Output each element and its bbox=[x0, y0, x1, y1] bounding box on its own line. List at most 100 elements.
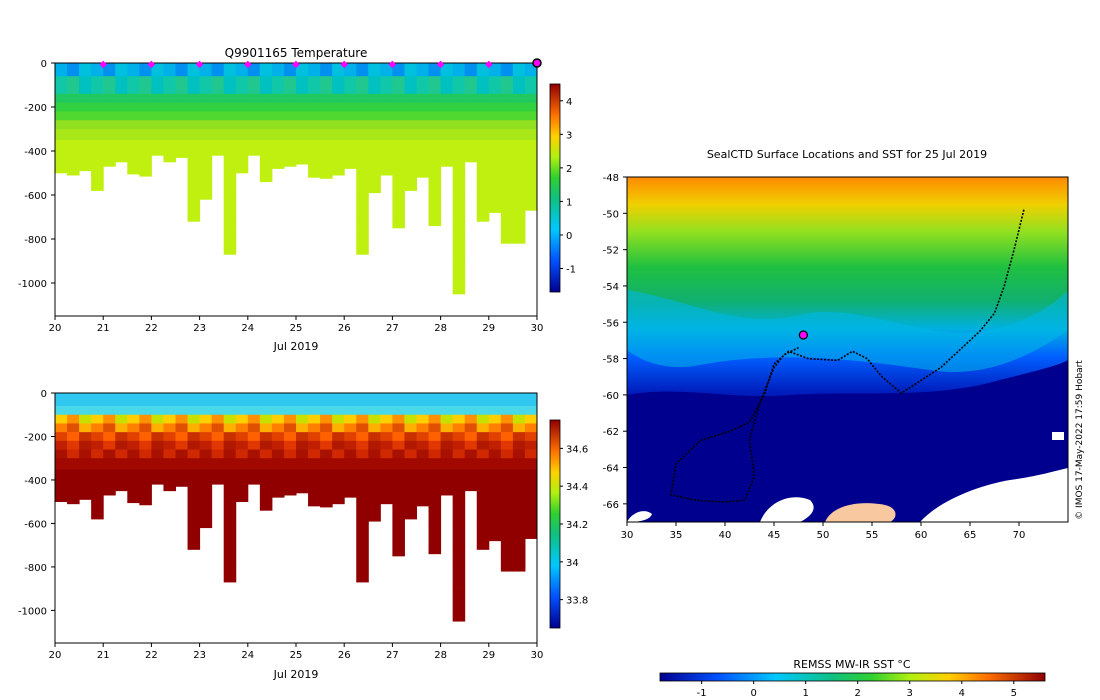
profile-cell bbox=[332, 85, 345, 95]
profile-cell bbox=[55, 469, 68, 485]
profile-cell bbox=[380, 501, 393, 505]
profile-cell bbox=[308, 393, 321, 399]
profile-cell bbox=[320, 484, 333, 502]
profile-cell bbox=[452, 261, 466, 295]
profile-cell bbox=[356, 393, 369, 399]
profile-cell bbox=[392, 523, 405, 546]
profile-cell bbox=[79, 93, 92, 103]
profile-cell bbox=[163, 102, 176, 112]
profile-cell bbox=[488, 469, 502, 485]
profile-cell bbox=[223, 85, 237, 95]
profile-cell bbox=[55, 449, 68, 459]
profile-cell bbox=[356, 195, 369, 218]
profile-cell bbox=[512, 423, 526, 433]
profile-cell bbox=[332, 423, 345, 433]
profile-cell bbox=[55, 155, 68, 174]
profile-cell bbox=[67, 102, 80, 112]
profile-cell bbox=[247, 449, 261, 459]
profile-cell bbox=[308, 414, 321, 424]
profile-cell bbox=[452, 484, 466, 502]
temperature-day-markers: ◆ ◆ ◆ ◆ ◆ ◆ ◆ ◆ ◆ bbox=[99, 58, 542, 70]
profile-cell bbox=[235, 423, 249, 433]
profile-cell bbox=[356, 239, 369, 255]
profile-cell bbox=[235, 155, 249, 174]
map-y-tick-label: -58 bbox=[603, 355, 619, 366]
day-marker: ◆ bbox=[244, 59, 252, 70]
profile-cell bbox=[488, 173, 502, 196]
profile-cell bbox=[380, 432, 393, 442]
profile-cell bbox=[368, 484, 381, 502]
profile-cell bbox=[79, 111, 92, 121]
profile-cell bbox=[476, 93, 490, 103]
profile-cell bbox=[392, 393, 405, 399]
profile-cell bbox=[235, 484, 249, 502]
profile-cell bbox=[428, 414, 442, 424]
profile-cell bbox=[500, 85, 514, 95]
profile-cell bbox=[524, 102, 538, 112]
profile-cell bbox=[283, 120, 297, 130]
profile-cell bbox=[199, 398, 213, 407]
profile-cell bbox=[247, 469, 261, 485]
profile-cell bbox=[452, 398, 466, 407]
profile-cell bbox=[356, 469, 369, 485]
profile-cell bbox=[187, 76, 201, 86]
profile-cell bbox=[271, 129, 285, 141]
profile-cell bbox=[500, 140, 514, 156]
profile-cell bbox=[163, 111, 176, 121]
profile-cell bbox=[187, 173, 201, 196]
profile-cell bbox=[440, 398, 454, 407]
profile-cell bbox=[392, 406, 405, 416]
profile-cell bbox=[91, 85, 104, 95]
profile-cell bbox=[115, 458, 128, 470]
profile-cell bbox=[199, 120, 213, 130]
profile-cell bbox=[296, 432, 309, 442]
profile-cell bbox=[488, 140, 502, 156]
profile-cell bbox=[187, 523, 201, 546]
profile-cell bbox=[392, 76, 405, 86]
profile-cell bbox=[524, 440, 538, 450]
warm-front-blob bbox=[627, 290, 1068, 372]
profile-cell bbox=[91, 63, 104, 69]
profile-cell bbox=[115, 68, 128, 77]
map-x-tick-label: 55 bbox=[866, 530, 879, 541]
profile-cell bbox=[416, 484, 430, 502]
profile-cell bbox=[500, 523, 514, 546]
profile-cell bbox=[91, 406, 104, 416]
profile-cell bbox=[55, 140, 68, 156]
y-tick-label: -200 bbox=[24, 432, 47, 443]
profile-cell bbox=[199, 501, 213, 524]
profile-cell bbox=[79, 63, 92, 69]
profile-cell bbox=[464, 432, 478, 442]
profile-cell bbox=[476, 129, 490, 141]
profile-cell bbox=[416, 393, 430, 399]
profile-cell bbox=[163, 406, 176, 416]
profile-cell bbox=[151, 63, 164, 69]
profile-cell bbox=[103, 129, 116, 141]
profile-cell bbox=[476, 398, 490, 407]
profile-cell bbox=[175, 76, 189, 86]
profile-cell bbox=[103, 484, 116, 496]
profile-cell bbox=[271, 120, 285, 130]
profile-cell bbox=[416, 501, 430, 507]
profile-cell bbox=[67, 484, 80, 502]
profile-cell bbox=[259, 406, 273, 416]
profile-cell bbox=[308, 440, 321, 450]
profile-cell bbox=[187, 545, 201, 550]
profile-cell bbox=[524, 85, 538, 95]
profile-cell bbox=[271, 140, 285, 156]
profile-cell bbox=[283, 406, 297, 416]
profile-cell bbox=[223, 484, 237, 502]
profile-cell bbox=[428, 440, 442, 450]
profile-cell bbox=[163, 63, 176, 69]
profile-cell bbox=[308, 501, 321, 507]
profile-cell bbox=[139, 68, 152, 77]
profile-cell bbox=[452, 440, 466, 450]
profile-cell bbox=[464, 102, 478, 112]
profile-cell bbox=[344, 129, 357, 141]
profile-cell bbox=[344, 68, 357, 77]
profile-cell bbox=[368, 140, 381, 156]
profile-cell bbox=[356, 68, 369, 77]
profile-cell bbox=[199, 423, 213, 433]
profile-cell bbox=[488, 484, 502, 502]
profile-cell bbox=[103, 398, 116, 407]
